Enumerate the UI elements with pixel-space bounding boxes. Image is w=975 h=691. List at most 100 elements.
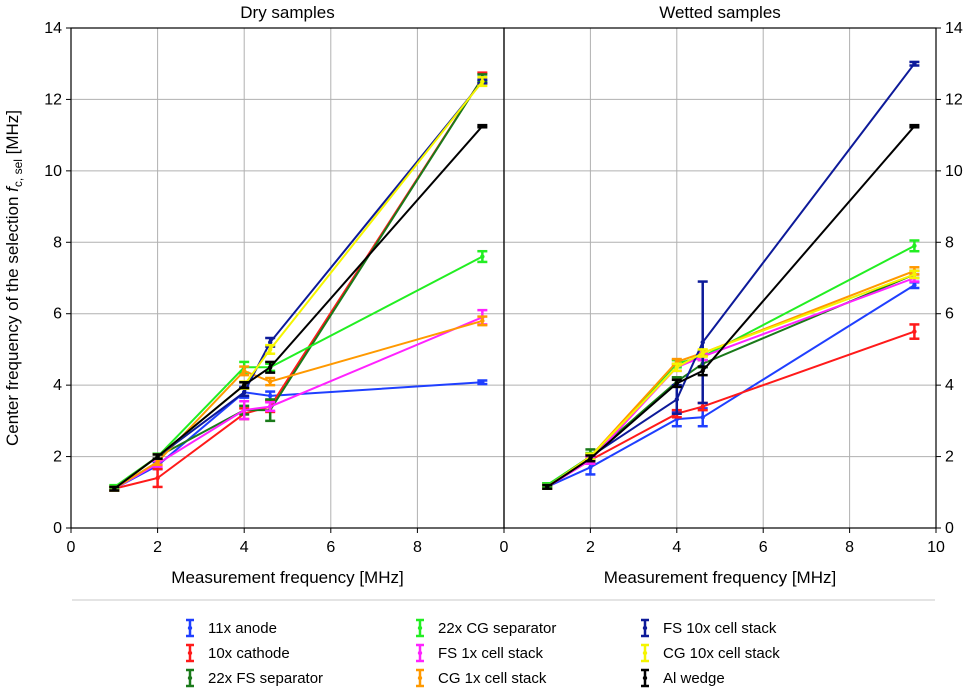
legend-marker-dot bbox=[642, 650, 648, 656]
legend-entry: Al wedge bbox=[641, 668, 725, 688]
legend-marker-dot bbox=[187, 675, 193, 681]
data-point bbox=[912, 272, 917, 277]
y-tick-label: 14 bbox=[945, 20, 963, 37]
data-point bbox=[155, 475, 160, 481]
series-group bbox=[109, 71, 488, 492]
y-tick-label: 8 bbox=[53, 234, 62, 251]
x-tick-label: 0 bbox=[67, 539, 76, 556]
y-tick-label: 12 bbox=[945, 91, 963, 108]
data-point bbox=[674, 365, 679, 370]
legend-label: 22x FS separator bbox=[208, 670, 323, 687]
legend-label: 22x CG separator bbox=[438, 620, 556, 637]
legend-entry: 11x anode bbox=[186, 618, 277, 638]
y-tick-label: 2 bbox=[53, 449, 62, 466]
series-al-wedge bbox=[542, 123, 920, 490]
legend-marker-dot bbox=[417, 650, 423, 656]
data-point bbox=[112, 486, 117, 491]
y-tick-label: 6 bbox=[53, 306, 62, 323]
legend-marker-dot bbox=[417, 625, 423, 631]
x-axis-title: Measurement frequency [MHz] bbox=[604, 568, 836, 587]
series-line bbox=[113, 77, 484, 490]
data-point bbox=[700, 340, 705, 345]
series-al-wedge bbox=[109, 123, 488, 492]
y-tick-label: 10 bbox=[44, 163, 62, 180]
data-point bbox=[267, 393, 273, 399]
legend-marker-dot bbox=[187, 625, 193, 631]
x-tick-label: 10 bbox=[927, 539, 945, 556]
data-point bbox=[480, 254, 485, 259]
data-point bbox=[700, 368, 705, 374]
axes-frame bbox=[70, 27, 505, 529]
data-point bbox=[155, 459, 160, 465]
x-tick-label: 0 bbox=[500, 539, 509, 556]
x-tick-label: 8 bbox=[413, 539, 422, 556]
legend-label: FS 1x cell stack bbox=[438, 645, 544, 662]
y-tick-label: 2 bbox=[945, 449, 954, 466]
legend-marker-dot bbox=[642, 675, 648, 681]
x-tick-label: 6 bbox=[326, 539, 335, 556]
legend: 11x anode 10x cathode 22x FS separator 22x … bbox=[186, 618, 780, 688]
y-tick-label: 14 bbox=[44, 20, 62, 37]
y-tick-label: 8 bbox=[945, 234, 954, 251]
data-point bbox=[267, 365, 273, 370]
series-11x-anode bbox=[109, 379, 488, 492]
series-line bbox=[546, 330, 915, 488]
panel-title: Dry samples bbox=[240, 3, 334, 22]
y-tick-label: 4 bbox=[53, 377, 62, 394]
data-point bbox=[480, 380, 485, 385]
data-point bbox=[588, 465, 593, 470]
data-point bbox=[480, 79, 485, 84]
panel-1: 0 2 4 6 8 0 2 4 6 8 10 12 14 Dry samples Measurement f… bbox=[3, 3, 505, 587]
y-tick-label: 4 bbox=[945, 377, 954, 394]
data-point bbox=[242, 382, 247, 388]
axes-frame bbox=[503, 27, 937, 529]
series-10x-cathode bbox=[542, 323, 920, 490]
grid bbox=[71, 28, 504, 528]
data-point bbox=[700, 404, 705, 409]
data-point bbox=[588, 456, 593, 461]
y-tick-label: 12 bbox=[44, 91, 62, 108]
series-group bbox=[542, 60, 920, 490]
legend-label: 10x cathode bbox=[208, 645, 290, 662]
data-point bbox=[242, 407, 247, 413]
legend-label: FS 10x cell stack bbox=[663, 620, 777, 637]
data-point bbox=[912, 329, 917, 334]
x-tick-label: 8 bbox=[845, 539, 854, 556]
series-cg-1x-cell-stack bbox=[109, 315, 488, 492]
legend-label: CG 1x cell stack bbox=[438, 670, 547, 687]
y-axis-title: Center frequency of the selection fc, se… bbox=[3, 110, 25, 446]
legend-entry: 22x FS separator bbox=[186, 668, 323, 688]
data-point bbox=[242, 390, 247, 395]
series-fs-1x-cell-stack bbox=[109, 308, 488, 492]
y-tick-label: 10 bbox=[945, 163, 963, 180]
data-point bbox=[155, 454, 160, 459]
data-point bbox=[242, 368, 247, 374]
series-line bbox=[113, 381, 483, 490]
series-line bbox=[546, 277, 915, 488]
grid bbox=[504, 28, 936, 528]
series-10x-cathode bbox=[109, 71, 488, 492]
data-point bbox=[267, 404, 273, 409]
legend-entry: CG 1x cell stack bbox=[416, 668, 547, 688]
y-tick-label: 0 bbox=[945, 520, 954, 537]
series-fs-10x-cell-stack bbox=[109, 78, 488, 492]
panels: 0 2 4 6 8 0 2 4 6 8 10 12 14 Dry samples Measurement f… bbox=[3, 3, 963, 587]
y-tick-label: 0 bbox=[53, 520, 62, 537]
data-point bbox=[912, 282, 917, 288]
legend-label: Al wedge bbox=[663, 670, 725, 687]
data-point bbox=[480, 318, 485, 324]
panel-title: Wetted samples bbox=[659, 3, 781, 22]
x-tick-label: 6 bbox=[759, 539, 768, 556]
legend-label: CG 10x cell stack bbox=[663, 645, 780, 662]
legend-entry: 10x cathode bbox=[186, 643, 290, 663]
series-line bbox=[113, 319, 483, 490]
series-line bbox=[113, 316, 483, 490]
data-point bbox=[912, 243, 917, 249]
legend-entry: FS 1x cell stack bbox=[416, 643, 544, 663]
data-point bbox=[912, 124, 917, 129]
x-tick-label: 2 bbox=[153, 539, 162, 556]
legend-marker-dot bbox=[187, 650, 193, 656]
legend-marker-dot bbox=[417, 675, 423, 681]
series-fs-10x-cell-stack bbox=[542, 60, 920, 490]
legend-entry: 22x CG separator bbox=[416, 618, 556, 638]
